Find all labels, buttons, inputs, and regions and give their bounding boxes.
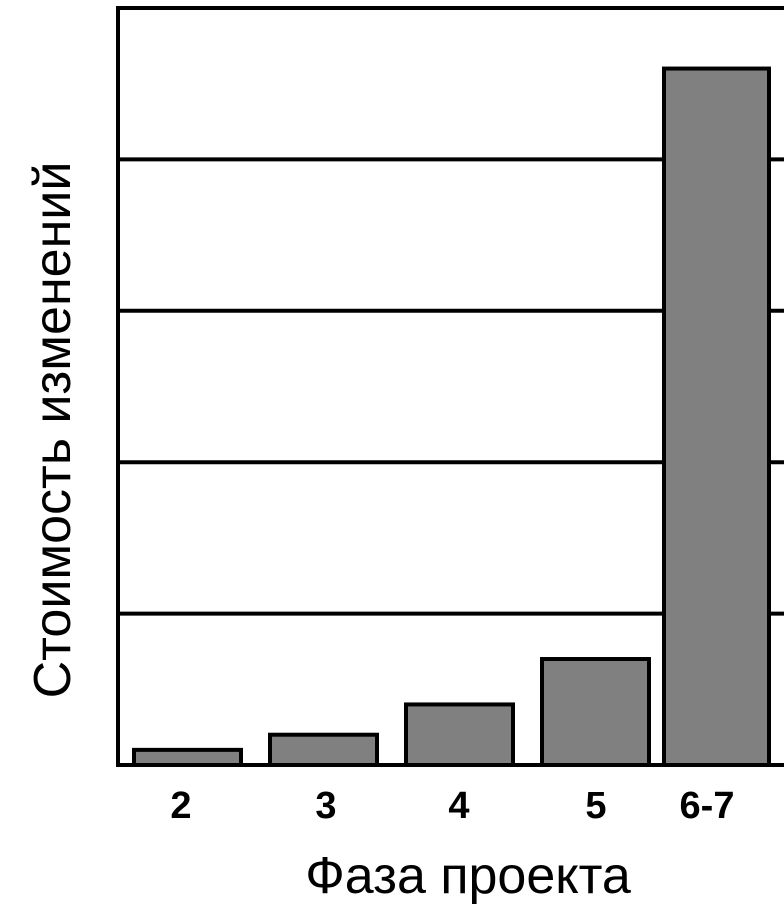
plot-frame: [116, 6, 784, 767]
y-axis-title: Стоимость изменений: [24, 162, 82, 699]
x-tick-label-2: 2: [170, 785, 191, 827]
bar-2: [132, 747, 243, 767]
bars: [132, 66, 771, 768]
x-tick-label-4: 4: [448, 785, 469, 827]
x-axis-title: Фаза проекта: [305, 847, 631, 905]
bar-6-7: [662, 66, 771, 767]
bar-4: [404, 702, 515, 768]
x-tick-label-3: 3: [315, 785, 336, 827]
bar-5: [540, 657, 651, 768]
bar-3: [268, 732, 379, 767]
x-tick-label-5: 5: [585, 785, 606, 827]
x-tick-labels: 2 3 4 5 6-7: [170, 785, 734, 827]
x-tick-label-6-7: 6-7: [680, 785, 735, 827]
